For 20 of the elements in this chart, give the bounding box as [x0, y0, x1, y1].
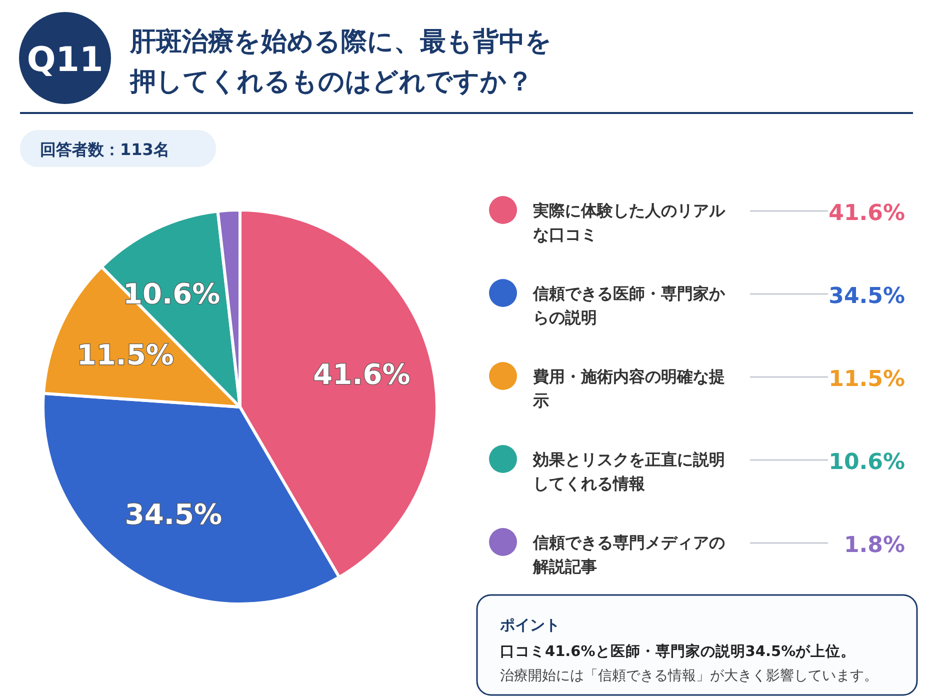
data-label: 10.6%: [123, 277, 220, 310]
text: 10.6%: [828, 450, 905, 475]
legend-label: 費用・施術内容の明確な提示: [532, 367, 725, 410]
chart-title: 肝斑治療を始める際に、最も背中を押してくれるものはどれですか？: [129, 27, 552, 97]
data-label: 1.8%: [844, 533, 905, 558]
text: 治療開始には「信頼できる情報」が大きく影響しています。: [500, 668, 878, 684]
data-label: 34.5%: [124, 498, 222, 532]
text: 34.5%: [828, 284, 905, 309]
text: 11.5%: [828, 367, 905, 392]
legend-label: 効果とリスクを正直に説明してくれる情報: [532, 450, 725, 493]
legend-label: 信頼できる医師・専門家からの説明: [532, 284, 726, 327]
data-label: 41.6%: [313, 358, 410, 392]
text: 41.6%: [828, 201, 905, 226]
chart-subtitle: 回答者数：113名: [40, 140, 170, 159]
legend-label: 信頼できる専門メディアの解説記事: [532, 533, 725, 576]
data-label: 11.5%: [76, 338, 174, 372]
text: Q11: [26, 40, 104, 80]
text: ポイント: [499, 616, 560, 634]
text: 口コミ41.6%と医師・専門家の説明34.5%が上位。: [500, 642, 856, 660]
legend-label: 実際に体験した人のリアルな口コミ: [532, 201, 726, 244]
